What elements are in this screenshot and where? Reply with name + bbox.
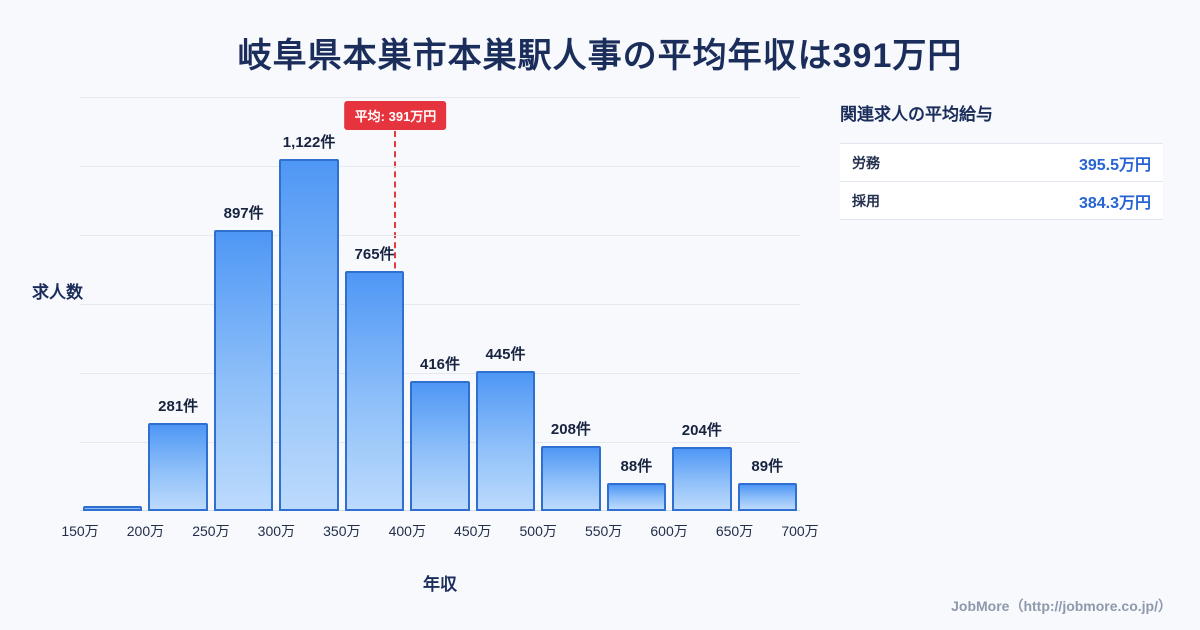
y-axis-label: 求人数 xyxy=(32,283,83,302)
gridline xyxy=(80,304,800,305)
gridline xyxy=(80,235,800,236)
row-label: 採用 xyxy=(852,192,880,209)
gridline xyxy=(80,373,800,374)
bar-550万-600万 xyxy=(606,483,667,511)
x-tick-label: 550万 xyxy=(584,523,623,539)
bar-value-label: 204件 xyxy=(681,422,722,440)
bar-value-label: 1,122件 xyxy=(282,134,336,152)
table-row-saiyou: 採用 384.3万円 xyxy=(840,182,1163,220)
bar-450万-500万 xyxy=(475,371,536,511)
x-tick-label: 450万 xyxy=(454,523,492,539)
bar-650万-700万 xyxy=(737,483,797,511)
bar-500万-550万 xyxy=(541,445,601,511)
x-tick-label: 700万 xyxy=(781,523,819,539)
bar-value-label: 88件 xyxy=(620,458,653,476)
related-jobs-table: 労務 395.5万円 採用 384.3万円 xyxy=(840,143,1163,220)
bar-value-label: 281件 xyxy=(158,397,199,415)
related-jobs-panel-title: 関連求人の平均給与 xyxy=(840,105,993,124)
bar-value-label: 89件 xyxy=(751,458,784,476)
bar-350万-400万 xyxy=(344,271,405,511)
x-tick-label: 300万 xyxy=(257,523,296,539)
bar-200万-250万 xyxy=(148,422,208,511)
bar-value-label: 416件 xyxy=(419,355,461,373)
bar-value-label: 208件 xyxy=(550,420,591,438)
x-tick-label: 600万 xyxy=(650,523,688,539)
bar-400万-450万 xyxy=(410,380,470,511)
gridline xyxy=(80,166,800,167)
x-axis-label: 年収 xyxy=(423,575,457,594)
bar-value-label: 445件 xyxy=(485,346,526,364)
x-tick-label: 650万 xyxy=(715,523,754,539)
row-label: 労務 xyxy=(852,154,880,171)
row-value: 395.5万円 xyxy=(1078,156,1151,174)
x-tick-label: 200万 xyxy=(126,523,165,539)
gridline xyxy=(80,97,800,98)
bar-value-label: 897件 xyxy=(223,204,264,222)
x-tick-label: 350万 xyxy=(323,523,361,539)
row-value: 384.3万円 xyxy=(1078,194,1151,212)
x-tick-label: 150万 xyxy=(61,523,99,539)
site-credit: JobMore（http://jobmore.co.jp/） xyxy=(951,598,1172,614)
x-tick-label: 250万 xyxy=(192,523,230,539)
salary-histogram-plot: 平均: 391万円 281件 897件 1,122件 765件 416件 445件 208件… xyxy=(61,97,819,539)
bar-250万-300万 xyxy=(213,229,274,511)
bar-300万-350万 xyxy=(279,159,339,511)
bar-150万-200万 xyxy=(83,506,143,511)
related-jobs-panel: 関連求人の平均給与 労務 395.5万円 採用 384.3万円 xyxy=(840,100,1163,220)
bar-600万-650万 xyxy=(672,447,732,511)
average-salary-badge: 平均: 391万円 xyxy=(344,101,447,130)
page-title: 岐阜県本巣市本巣駅人事の平均年収は391万円 xyxy=(237,37,963,75)
x-tick-label: 400万 xyxy=(388,523,426,539)
bar-value-label: 765件 xyxy=(354,246,395,264)
x-tick-label: 500万 xyxy=(519,523,557,539)
table-row-roumu: 労務 395.5万円 xyxy=(840,144,1163,182)
